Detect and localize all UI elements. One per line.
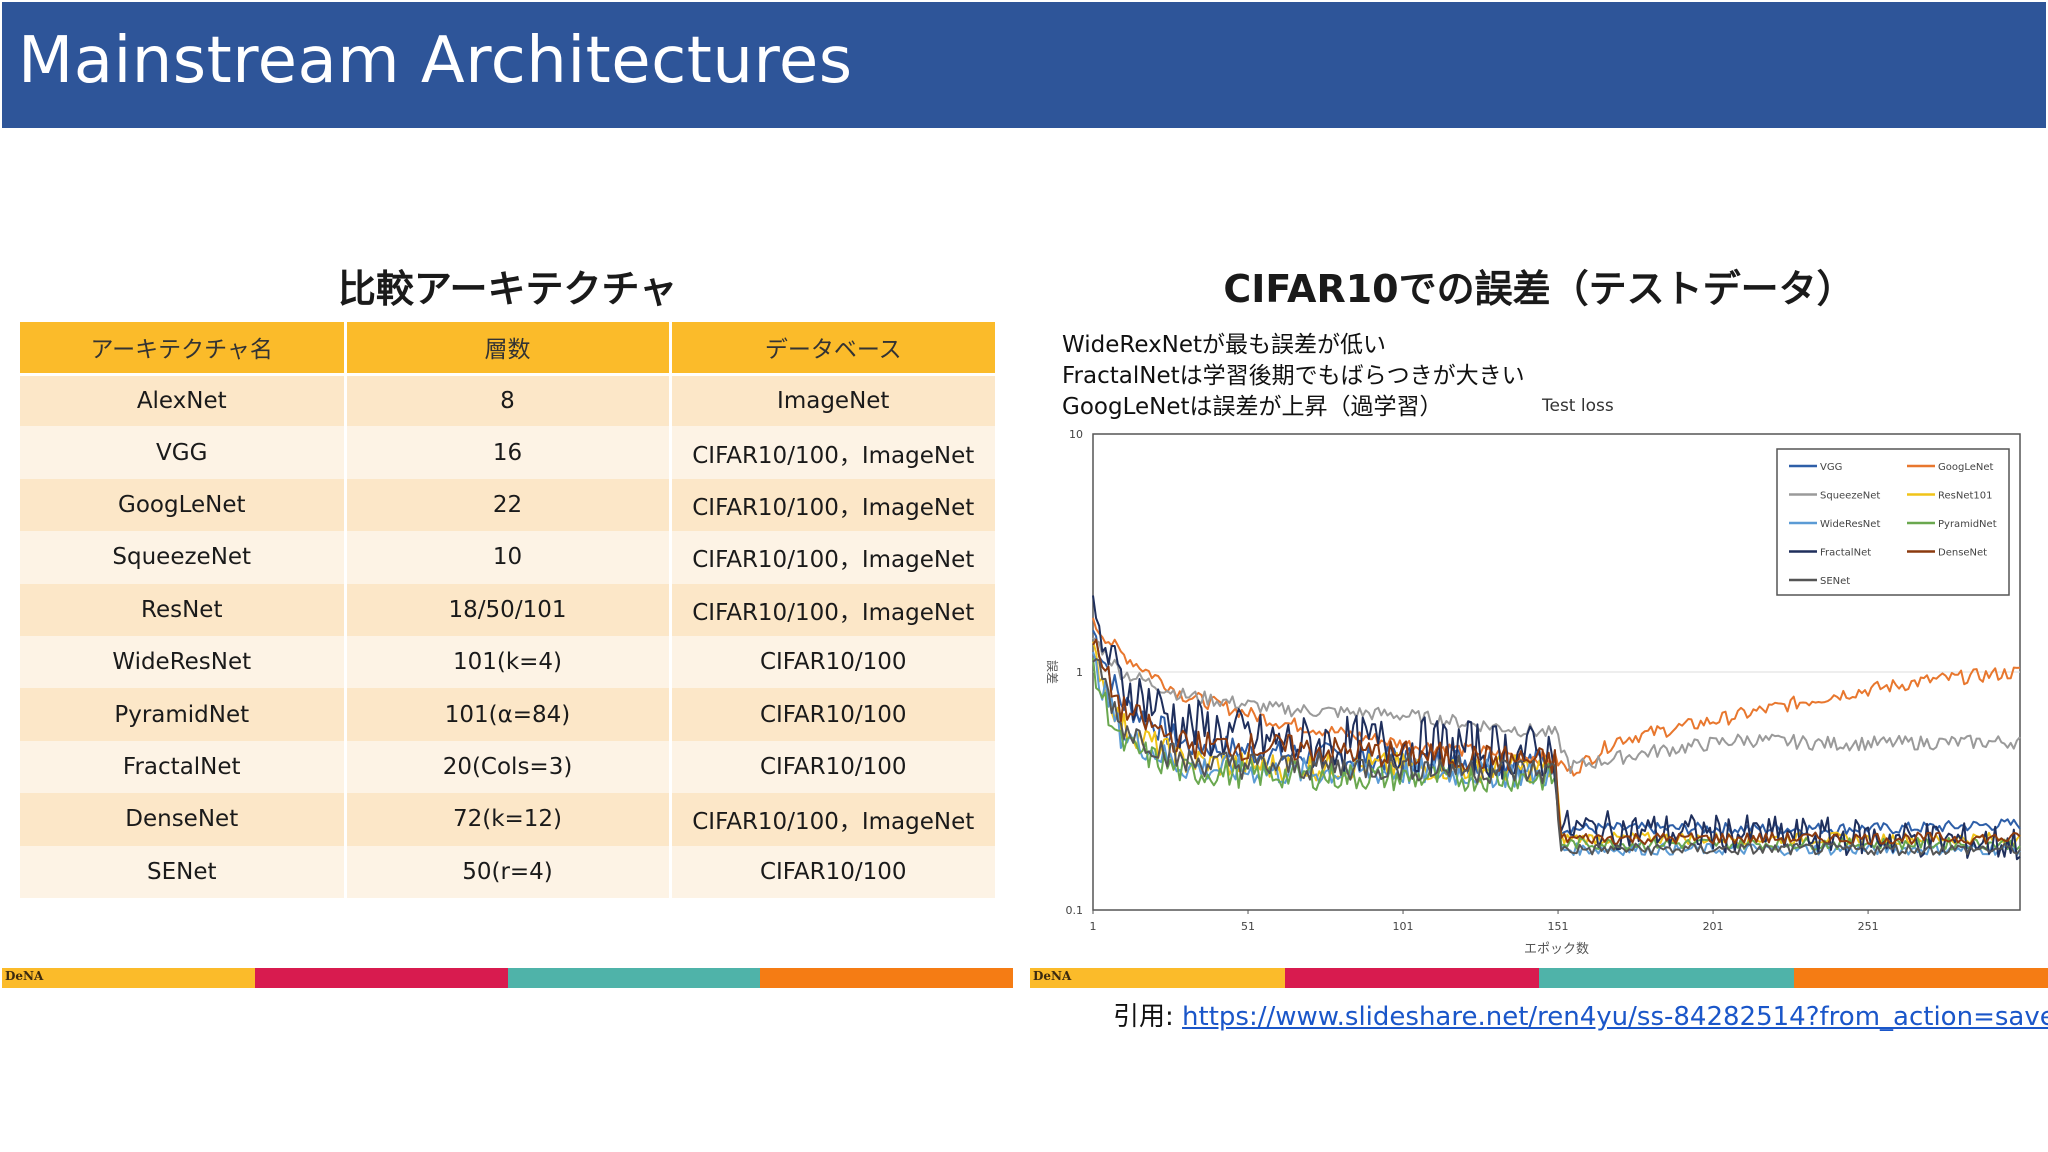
series-line-senet — [1092, 658, 2021, 857]
cell-name: SENet — [20, 845, 347, 898]
cell-database: CIFAR10/100 — [670, 740, 995, 794]
cell-name: GoogLeNet — [20, 478, 347, 532]
title-bar: Mainstream Architectures — [2, 2, 2046, 128]
cell-name: SqueezeNet — [20, 531, 347, 584]
table-row: AlexNet 8 ImageNet — [20, 374, 995, 427]
y-tick-label: 10 — [1069, 428, 1083, 441]
cell-name: FractalNet — [20, 740, 347, 794]
legend-label: DenseNet — [1938, 548, 1987, 559]
stripe-teal — [507, 968, 761, 988]
table-header-row: アーキテクチャ名 層数 データベース — [20, 322, 995, 376]
cell-name: VGG — [20, 426, 347, 479]
dena-logo: DeNA — [5, 969, 44, 983]
cell-name: AlexNet — [20, 374, 347, 427]
cell-layers: 101(k=4) — [345, 635, 672, 689]
stripe-orange — [760, 968, 1013, 988]
stripe-orange — [1793, 968, 2048, 988]
table-row: DenseNet 72(k=12) CIFAR10/100，ImageNet — [20, 793, 995, 846]
citation-link[interactable]: https://www.slideshare.net/ren4yu/ss-842… — [1182, 1002, 2048, 1032]
cell-layers: 18/50/101 — [345, 583, 672, 636]
slide-title: Mainstream Architectures — [18, 24, 853, 98]
stripe-yellow — [1030, 968, 1285, 988]
table-row: SqueezeNet 10 CIFAR10/100，ImageNet — [20, 531, 995, 584]
note-line: WideRexNetが最も誤差が低い — [1062, 332, 1387, 358]
y-tick-label: 1 — [1076, 666, 1083, 679]
cell-layers: 101(α=84) — [345, 688, 672, 741]
column-header-layers: 層数 — [345, 322, 672, 376]
legend-label: SENet — [1820, 576, 1850, 587]
citation-prefix: 引用: — [1113, 1002, 1183, 1032]
y-tick-label: 0.1 — [1066, 904, 1084, 917]
table-row: GoogLeNet 22 CIFAR10/100，ImageNet — [20, 478, 995, 532]
legend-label: FractalNet — [1820, 548, 1871, 559]
table-row: SENet 50(r=4) CIFAR10/100 — [20, 845, 995, 898]
legend-label: ResNet101 — [1938, 491, 1993, 502]
chart-label: Test loss — [1542, 396, 1614, 416]
left-color-stripe: DeNA — [2, 968, 1013, 988]
cell-database: CIFAR10/100，ImageNet — [670, 426, 995, 479]
chart-notes: WideRexNetが最も誤差が低い FractalNetは学習後期でもばらつき… — [1062, 330, 1525, 423]
cell-layers: 8 — [345, 374, 672, 427]
cell-database: ImageNet — [670, 374, 995, 427]
cell-name: PyramidNet — [20, 688, 347, 741]
x-tick-label: 151 — [1548, 920, 1569, 933]
cell-database: CIFAR10/100，ImageNet — [670, 478, 995, 532]
legend-label: WideResNet — [1820, 519, 1880, 530]
cell-database: CIFAR10/100 — [670, 688, 995, 741]
dena-logo: DeNA — [1033, 969, 1072, 983]
legend-label: SqueezeNet — [1820, 491, 1880, 502]
table-row: VGG 16 CIFAR10/100，ImageNet — [20, 426, 995, 479]
column-header-name: アーキテクチャ名 — [20, 322, 347, 376]
cell-database: CIFAR10/100，ImageNet — [670, 793, 995, 846]
stripe-teal — [1539, 968, 1794, 988]
table-row: WideResNet 101(k=4) CIFAR10/100 — [20, 635, 995, 689]
right-color-stripe: DeNA — [1030, 968, 2048, 988]
x-tick-label: 201 — [1703, 920, 1724, 933]
loss-chart: 0.1 1 10 1 51 101 151 201 251 エポック数 誤差 VGG GoogLeNet… — [1030, 420, 2048, 965]
cell-database: CIFAR10/100 — [670, 635, 995, 689]
stripe-red — [254, 968, 508, 988]
note-line: GoogLeNetは誤差が上昇（過学習） — [1062, 394, 1443, 420]
cell-layers: 16 — [345, 426, 672, 479]
legend-label: VGG — [1820, 462, 1842, 473]
series-line-googlenet — [1092, 617, 2021, 777]
architecture-table: アーキテクチャ名 層数 データベース AlexNet 8 ImageNet VG… — [20, 322, 995, 898]
cell-name: ResNet — [20, 583, 347, 636]
table-row: PyramidNet 101(α=84) CIFAR10/100 — [20, 688, 995, 741]
x-tick-label: 51 — [1241, 920, 1255, 933]
x-tick-label: 251 — [1858, 920, 1879, 933]
x-axis-label: エポック数 — [1524, 942, 1589, 957]
legend-label: PyramidNet — [1938, 519, 1997, 530]
cell-layers: 22 — [345, 478, 672, 532]
x-tick-label: 1 — [1090, 920, 1097, 933]
cell-name: WideResNet — [20, 635, 347, 689]
table-row: ResNet 18/50/101 CIFAR10/100，ImageNet — [20, 583, 995, 636]
stripe-red — [1284, 968, 1539, 988]
cell-database: CIFAR10/100 — [670, 845, 995, 898]
cell-layers: 72(k=12) — [345, 793, 672, 846]
column-header-database: データベース — [670, 322, 995, 376]
citation: 引用: https://www.slideshare.net/ren4yu/ss… — [1113, 996, 2048, 1033]
cell-layers: 10 — [345, 531, 672, 584]
chart-heading: CIFAR10での誤差（テストデータ） — [1223, 267, 1855, 311]
y-axis-label: 誤差 — [1045, 660, 1060, 684]
cell-name: DenseNet — [20, 793, 347, 846]
note-line: FractalNetは学習後期でもばらつきが大きい — [1062, 363, 1525, 389]
cell-database: CIFAR10/100，ImageNet — [670, 531, 995, 584]
cell-database: CIFAR10/100，ImageNet — [670, 583, 995, 636]
legend-label: GoogLeNet — [1938, 462, 1994, 473]
series-line-squeezenet — [1092, 636, 2021, 774]
x-tick-label: 101 — [1393, 920, 1414, 933]
cell-layers: 20(Cols=3) — [345, 740, 672, 794]
table-heading: 比較アーキテクチャ — [337, 267, 678, 311]
table-row: FractalNet 20(Cols=3) CIFAR10/100 — [20, 740, 995, 794]
stripe-yellow — [2, 968, 255, 988]
cell-layers: 50(r=4) — [345, 845, 672, 898]
